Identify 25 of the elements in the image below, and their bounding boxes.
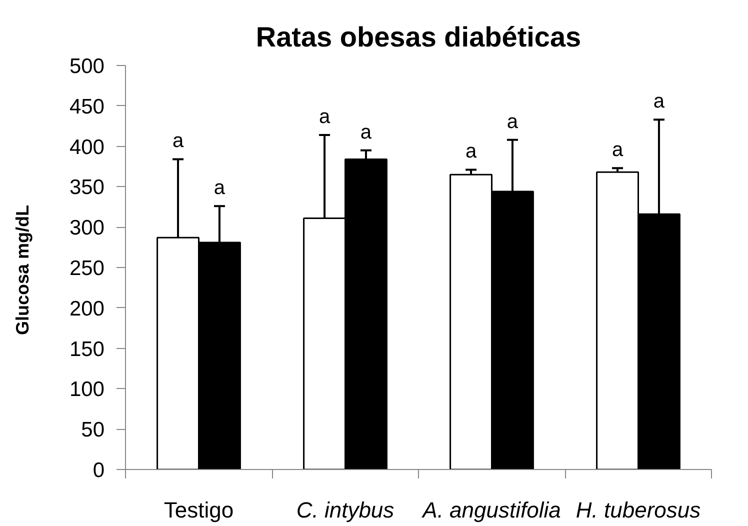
annotation: a <box>318 106 331 128</box>
chart-title: Ratas obesas diabéticas <box>256 22 582 52</box>
y-tick-label: 350 <box>69 176 105 200</box>
y-tick-label: 250 <box>69 257 105 280</box>
y-tick-label: 450 <box>69 95 105 118</box>
y-tick-label: 0 <box>92 459 105 482</box>
annotation: a <box>360 121 372 144</box>
y-tick-label: 200 <box>69 297 105 320</box>
x-tick-label: A. angustifolia <box>420 498 561 522</box>
x-tick-label: Testigo <box>164 498 234 522</box>
annotation: a <box>653 90 666 113</box>
x-tick-label: H. tuberosus <box>576 498 701 522</box>
annotation: a <box>172 130 184 152</box>
y-tick-label: 100 <box>69 378 105 402</box>
annotation: a <box>506 110 519 133</box>
annotation: a <box>612 139 624 162</box>
y-tick-label: 300 <box>69 216 105 240</box>
y-tick-label: 50 <box>81 418 104 442</box>
x-tick-label: C. intybus <box>296 498 394 522</box>
annotation: a <box>465 140 478 163</box>
y-axis-title: Glucosa mg/dL <box>12 204 32 336</box>
y-tick-label: 500 <box>69 55 105 78</box>
y-tick-label: 400 <box>69 136 105 159</box>
y-tick-label: 150 <box>69 338 105 361</box>
annotation: a <box>214 177 226 200</box>
